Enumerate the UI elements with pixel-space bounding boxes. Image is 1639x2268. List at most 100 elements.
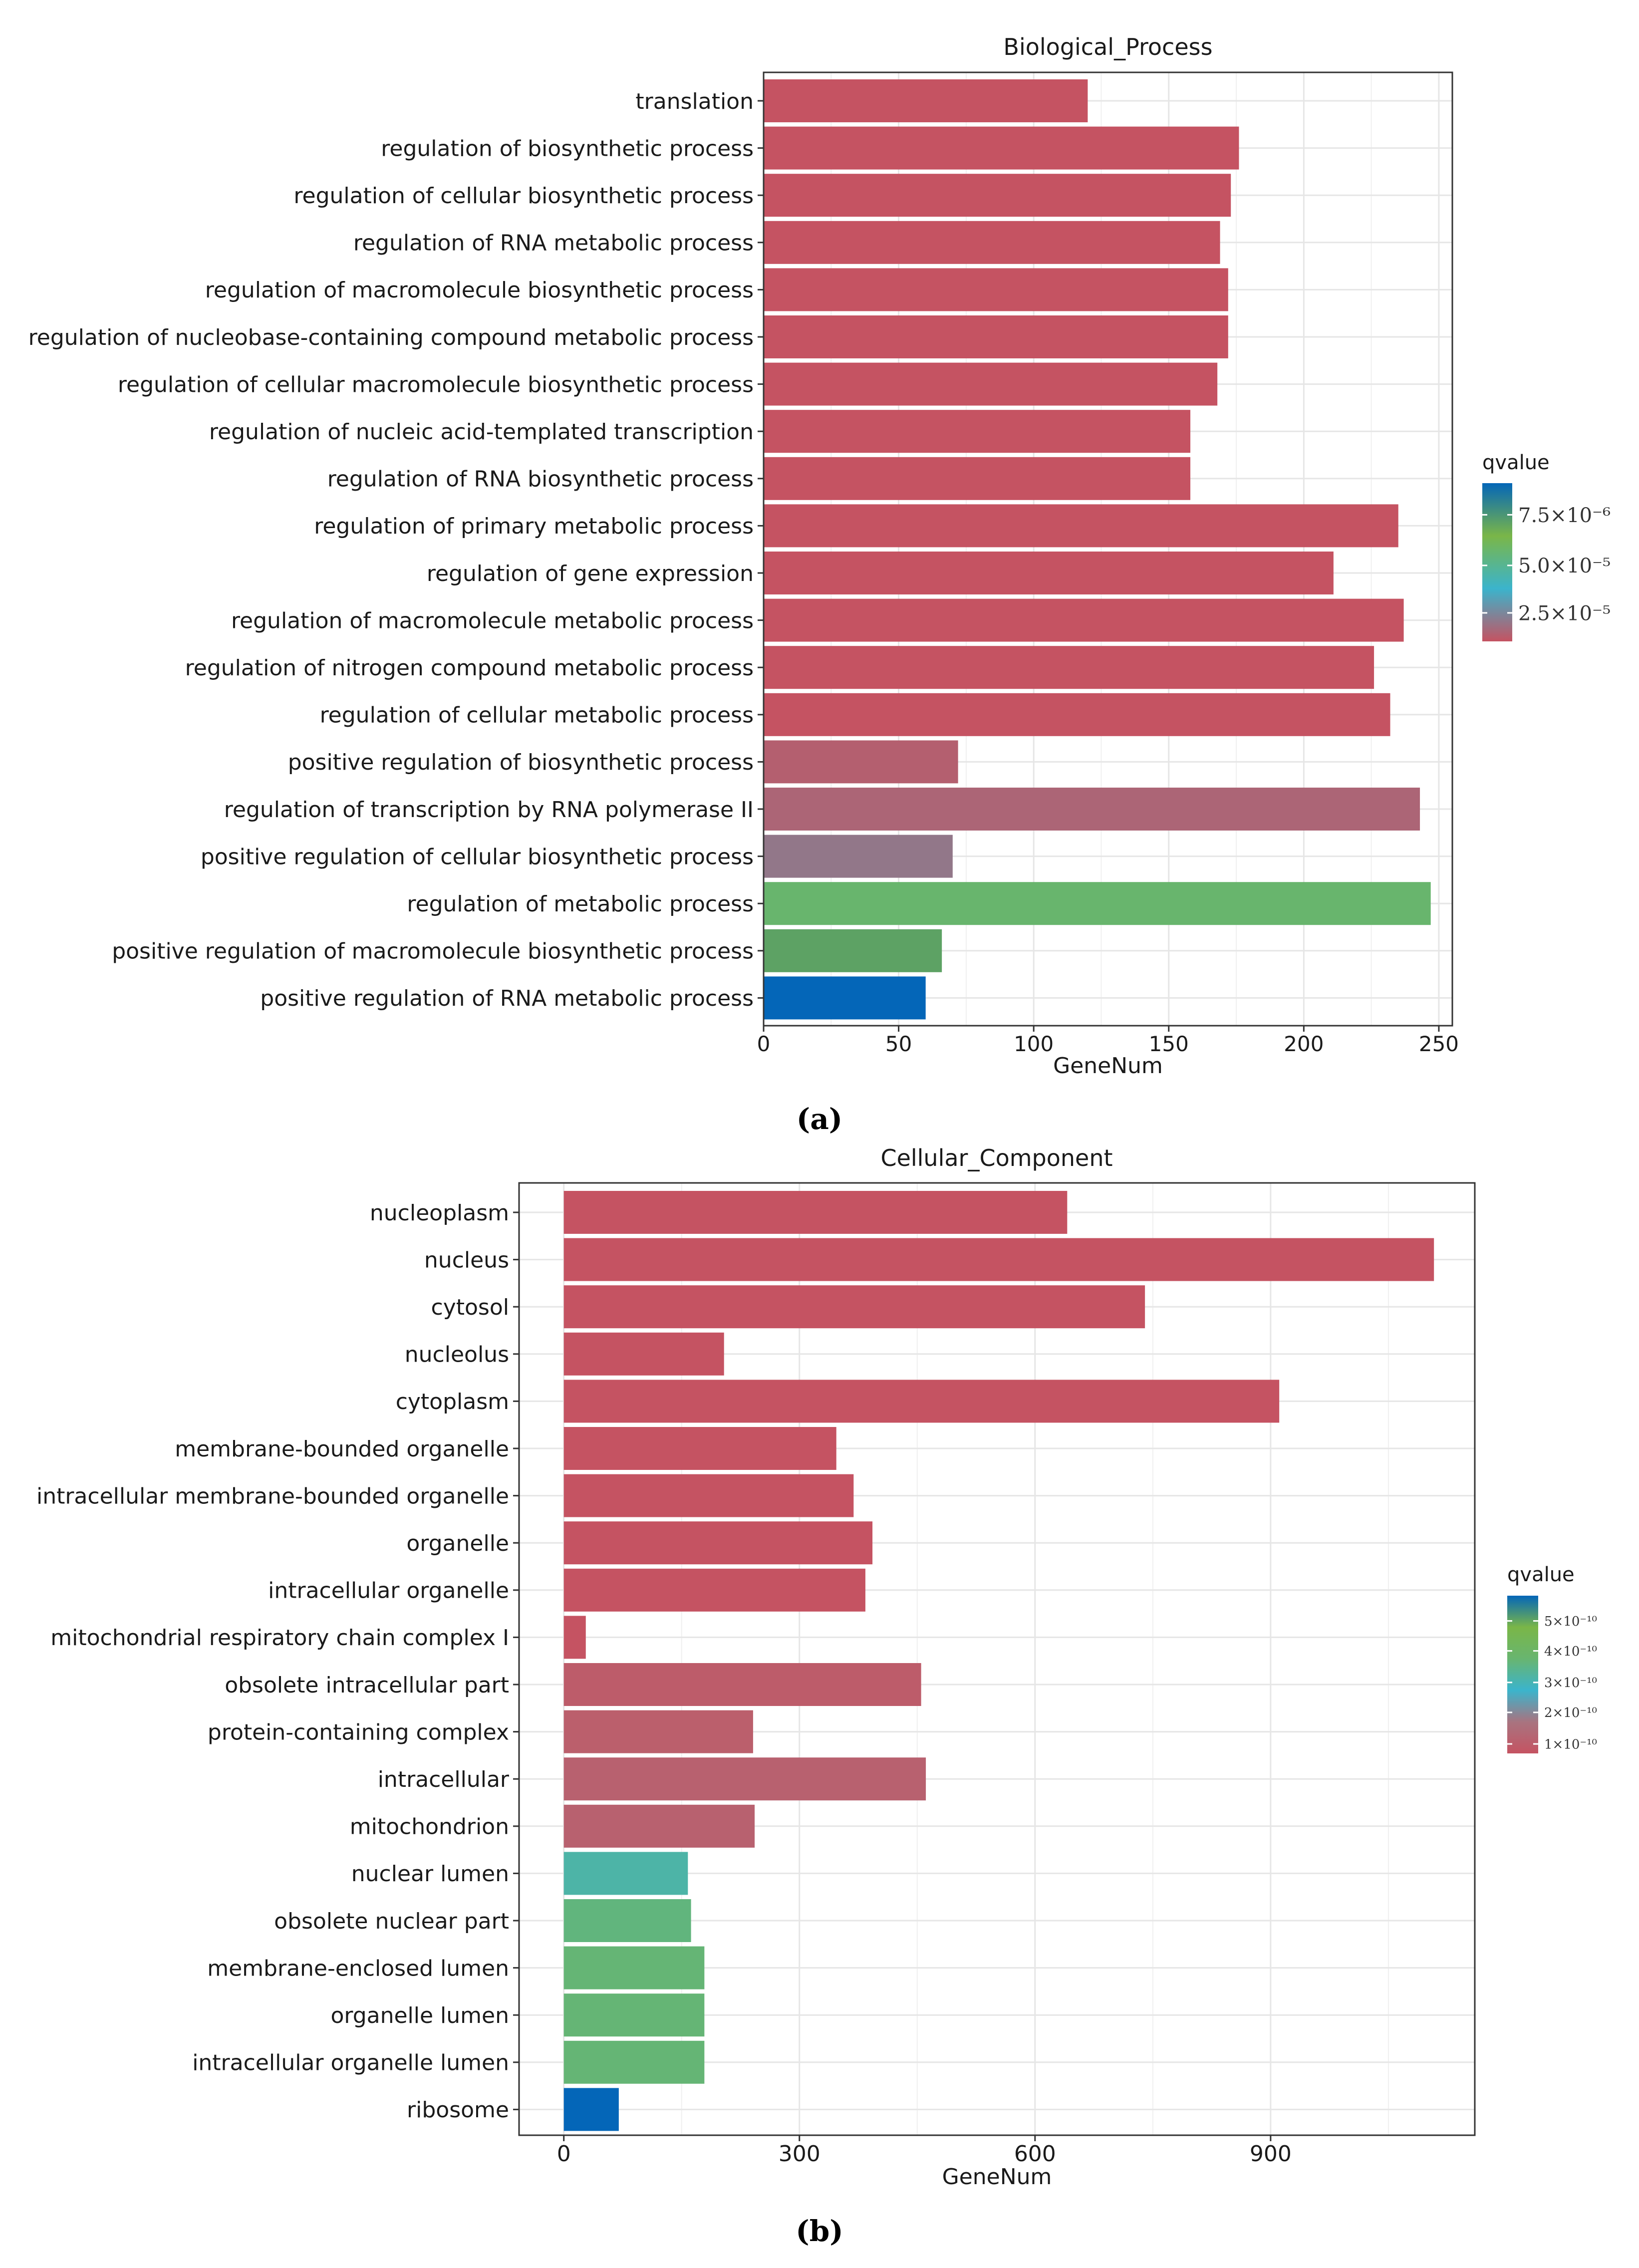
y-tick-label: nuclear lumen — [351, 1861, 509, 1887]
bar — [563, 1568, 865, 1612]
x-tick-label: 0 — [757, 1032, 771, 1056]
y-tick-label: regulation of macromolecule biosynthetic… — [205, 278, 754, 303]
bar — [764, 740, 958, 784]
y-tick-label: regulation of biosynthetic process — [381, 136, 754, 161]
bar — [764, 221, 1220, 264]
bar — [563, 1899, 691, 1942]
bar — [563, 1427, 836, 1470]
y-tick-label: regulation of macromolecule metabolic pr… — [231, 608, 754, 633]
bar — [764, 504, 1398, 548]
bar — [764, 410, 1191, 453]
bar — [563, 1946, 705, 1989]
bar — [563, 1191, 1068, 1234]
y-tick-label: regulation of nucleobase-containing comp… — [28, 325, 754, 350]
x-tick-label: 50 — [885, 1032, 912, 1056]
legend-tick-label: 2×10⁻¹⁰ — [1544, 1705, 1597, 1720]
bar — [764, 598, 1404, 642]
bar — [764, 315, 1228, 358]
y-tick-label: mitochondrion — [350, 1814, 509, 1840]
y-tick-label: cytosol — [431, 1295, 509, 1320]
bar — [563, 1710, 753, 1753]
bar — [764, 882, 1431, 925]
y-tick-label: nucleus — [424, 1247, 509, 1273]
y-tick-label: cytoplasm — [396, 1389, 509, 1415]
legend-tick-label: 5.0×10⁻⁵ — [1518, 555, 1611, 577]
bar — [764, 362, 1218, 406]
bar — [563, 1993, 705, 2037]
legend-tick-label: 4×10⁻¹⁰ — [1544, 1644, 1597, 1659]
chart-title: Cellular_Component — [880, 1144, 1112, 1171]
bar — [764, 693, 1390, 736]
y-tick-label: regulation of transcription by RNA polym… — [224, 797, 754, 823]
panel-label: (a) — [797, 1102, 842, 1136]
y-tick-label: regulation of cellular metabolic process — [320, 703, 754, 728]
y-tick-label: positive regulation of biosynthetic proc… — [288, 750, 754, 775]
plot-border — [518, 1182, 1476, 2136]
y-tick-label: ribosome — [407, 2097, 509, 2123]
y-tick-label: obsolete nuclear part — [274, 1909, 509, 1934]
bar — [563, 1616, 586, 1659]
bar — [563, 1852, 688, 1895]
y-tick-label: nucleolus — [405, 1342, 509, 1368]
legend-colorbar — [1507, 1596, 1538, 1753]
bar — [764, 835, 953, 878]
y-tick-label: translation — [635, 89, 754, 114]
y-tick-label: regulation of nitrogen compound metaboli… — [185, 655, 754, 681]
bar — [764, 457, 1191, 500]
x-tick-label: 200 — [1284, 1032, 1324, 1056]
bar — [764, 929, 942, 972]
y-tick-label: organelle — [406, 1531, 509, 1556]
x-tick-label: 0 — [557, 2141, 571, 2167]
bar — [764, 552, 1334, 594]
y-tick-label: positive regulation of RNA metabolic pro… — [260, 986, 754, 1011]
y-tick-label: regulation of cellular biosynthetic proc… — [293, 183, 754, 209]
y-tick-label: regulation of metabolic process — [407, 891, 754, 917]
bar — [563, 1663, 921, 1706]
y-tick-label: regulation of gene expression — [427, 561, 754, 586]
legend-tick-label: 7.5×10⁻⁶ — [1518, 504, 1611, 527]
bar — [563, 1285, 1145, 1329]
y-tick-label: membrane-bounded organelle — [175, 1436, 509, 1462]
y-tick-label: intracellular — [378, 1767, 510, 1792]
legend-tick-label: 5×10⁻¹⁰ — [1544, 1614, 1597, 1629]
bar — [563, 1757, 926, 1801]
legend-tick-label: 2.5×10⁻⁵ — [1518, 602, 1611, 625]
chart-cellular-component: nucleoplasm nucleus cytosol nucleolus cytopl… — [36, 1144, 1597, 2248]
bar — [563, 1521, 873, 1565]
panel-label: (b) — [796, 2214, 843, 2248]
bar — [563, 1474, 854, 1517]
bar — [563, 2088, 619, 2131]
bar — [764, 268, 1228, 311]
x-tick-label: 600 — [1014, 2141, 1056, 2167]
x-tick-label: 150 — [1149, 1032, 1189, 1056]
bar — [764, 788, 1420, 831]
bar — [563, 1332, 724, 1376]
x-axis-label: GeneNum — [1053, 1053, 1163, 1079]
y-tick-label: intracellular organelle lumen — [192, 2050, 509, 2076]
bar — [764, 79, 1088, 122]
y-tick-label: membrane-enclosed lumen — [207, 1956, 509, 1981]
y-tick-label: positive regulation of cellular biosynth… — [201, 844, 754, 869]
y-tick-label: nucleoplasm — [370, 1200, 509, 1226]
bar — [764, 126, 1239, 170]
y-tick-label: intracellular membrane-bounded organelle — [36, 1483, 509, 1509]
bar — [764, 174, 1231, 217]
legend-tick-label: 3×10⁻¹⁰ — [1544, 1676, 1597, 1691]
y-tick-label: positive regulation of macromolecule bio… — [112, 939, 754, 964]
y-tick-label: regulation of RNA biosynthetic process — [327, 467, 754, 492]
bar — [563, 1238, 1434, 1281]
legend-tick-label: 1×10⁻¹⁰ — [1544, 1737, 1597, 1752]
chart-title: Biological_Process — [1003, 33, 1212, 60]
legend-title: qvalue — [1482, 451, 1550, 474]
x-tick-label: 250 — [1419, 1032, 1459, 1056]
bar — [563, 1380, 1280, 1423]
y-tick-label: organelle lumen — [330, 2003, 509, 2028]
y-tick-label: regulation of RNA metabolic process — [353, 231, 754, 256]
y-tick-label: regulation of nucleic acid-templated tra… — [209, 419, 754, 445]
legend-colorbar — [1482, 483, 1512, 641]
x-tick-label: 300 — [779, 2141, 820, 2167]
x-tick-label: 100 — [1014, 1032, 1054, 1056]
y-tick-label: protein-containing complex — [208, 1719, 509, 1745]
legend-title: qvalue — [1507, 1563, 1575, 1586]
